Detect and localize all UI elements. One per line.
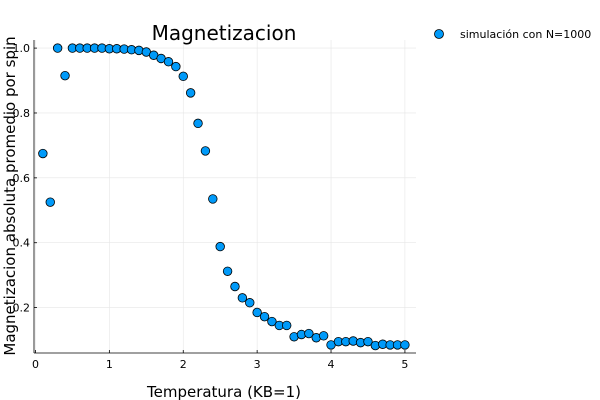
data-point bbox=[171, 61, 181, 72]
x-axis-label: Temperatura (KB=1) bbox=[146, 383, 301, 400]
grid bbox=[34, 40, 416, 353]
data-point bbox=[230, 281, 240, 292]
data-point bbox=[222, 266, 233, 276]
chart-title: Magnetizacion bbox=[152, 21, 297, 45]
data-point bbox=[52, 43, 63, 53]
y-tick-label: 0.4 bbox=[13, 237, 31, 250]
tick-labels: 0 1 2 3 4 5 0.2 0.4 0.6 0.8 1.0 bbox=[13, 42, 409, 371]
axes bbox=[33, 40, 416, 354]
data-point bbox=[208, 194, 218, 204]
data-point bbox=[400, 340, 410, 350]
y-tick-label: 1.0 bbox=[13, 42, 31, 55]
y-axis-label: Magnetizacion absoluta promedio por spin bbox=[1, 36, 19, 355]
x-tick-label: 1 bbox=[106, 358, 113, 371]
data-point bbox=[318, 331, 329, 341]
data-point bbox=[259, 311, 270, 322]
data-points bbox=[38, 43, 410, 351]
x-tick-label: 0 bbox=[32, 358, 39, 371]
data-point bbox=[163, 57, 174, 67]
data-point bbox=[45, 197, 55, 207]
x-tick-label: 2 bbox=[180, 358, 187, 371]
x-tick-label: 5 bbox=[401, 358, 408, 371]
legend-label: simulación con N=1000 bbox=[460, 28, 591, 41]
data-point bbox=[60, 70, 70, 81]
y-tick-label: 0.8 bbox=[13, 107, 31, 120]
data-point bbox=[178, 71, 188, 82]
data-point bbox=[185, 88, 196, 98]
x-tick-label: 4 bbox=[328, 358, 335, 371]
data-point bbox=[215, 241, 225, 252]
data-point bbox=[363, 336, 373, 347]
data-point bbox=[245, 298, 255, 308]
x-tick-label: 3 bbox=[254, 358, 261, 371]
data-point bbox=[193, 118, 203, 129]
data-point bbox=[304, 328, 314, 339]
data-point bbox=[267, 316, 277, 327]
y-tick-label: 0.2 bbox=[13, 302, 31, 315]
legend-marker bbox=[434, 29, 444, 39]
data-point bbox=[200, 146, 211, 156]
data-point bbox=[281, 320, 292, 331]
data-point bbox=[252, 307, 262, 318]
data-point bbox=[237, 293, 248, 303]
legend: simulación con N=1000 bbox=[434, 28, 591, 41]
data-point bbox=[38, 148, 48, 159]
y-tick-label: 0.6 bbox=[13, 172, 31, 185]
